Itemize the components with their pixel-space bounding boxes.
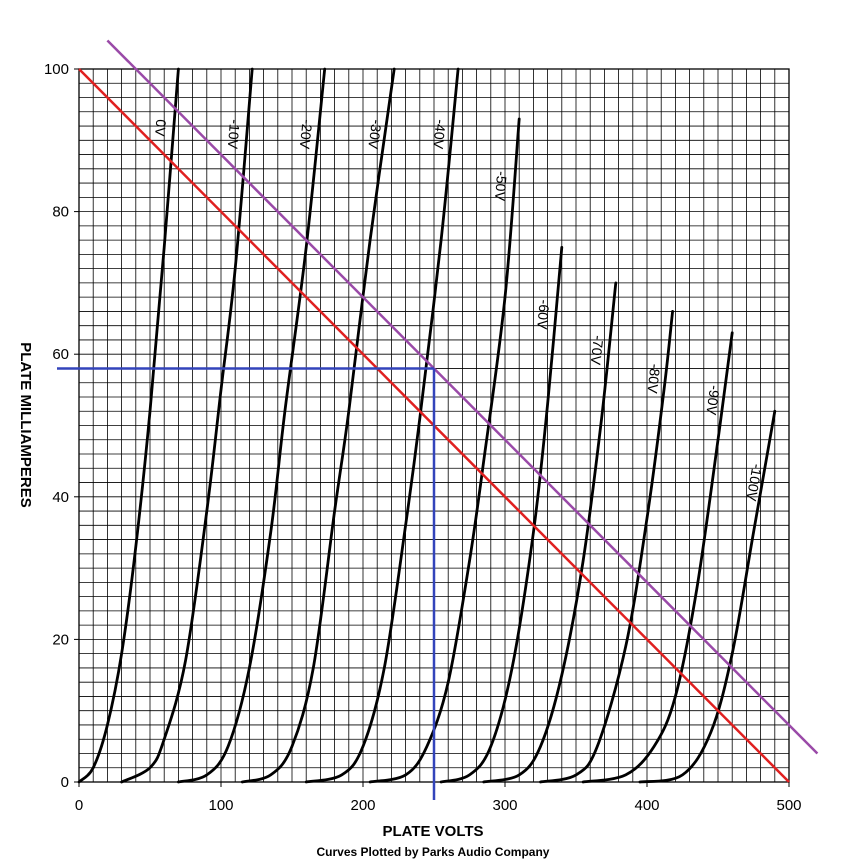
curve-minus-80v: [539, 310, 674, 784]
curve-label: -20V: [297, 119, 316, 151]
curve-label: -90V: [703, 384, 723, 416]
y-tick-label: 20: [52, 631, 69, 648]
curve-label: -40V: [430, 119, 449, 151]
x-tick-label: 0: [75, 797, 83, 814]
curve-0v: [77, 67, 180, 784]
y-tick-label: 0: [61, 774, 69, 791]
curve-minus-90v: [581, 331, 734, 784]
grid-voltage-curves: [77, 67, 777, 784]
x-tick-label: 500: [776, 797, 801, 814]
y-axis-label: PLATE MILLIAMPERES: [17, 342, 34, 508]
x-axis-label: PLATE VOLTS: [382, 823, 483, 840]
operating-point-lines: [57, 367, 436, 800]
y-tick-label: 100: [44, 61, 69, 78]
y-tick-label: 40: [52, 489, 69, 506]
curve-label: -100V: [743, 463, 765, 503]
curve-minus-60v: [439, 245, 564, 784]
curve-minus-40v: [304, 67, 460, 784]
load-line: [106, 39, 819, 755]
x-axis-ticks: 0 100 200 300 400 500: [75, 782, 802, 814]
curve-minus-20v: [177, 67, 327, 784]
y-tick-label: 80: [52, 204, 69, 221]
curve-label: -30V: [365, 119, 385, 151]
curve-label: -50V: [492, 171, 510, 202]
x-tick-label: 400: [634, 797, 659, 814]
curve-minus-70v: [482, 281, 618, 784]
curve-label: -60V: [534, 299, 553, 331]
curve-minus-30v: [240, 67, 396, 784]
curve-label: 0V: [152, 119, 169, 138]
credit-text: Curves Plotted by Parks Audio Company: [317, 845, 550, 859]
curve-minus-100v: [638, 409, 777, 784]
curve-label: -10V: [225, 119, 244, 150]
curve-label: -70V: [588, 335, 607, 367]
curve-minus-50v: [368, 117, 521, 784]
curve-label: -80V: [644, 363, 663, 395]
x-tick-label: 200: [350, 797, 375, 814]
x-tick-label: 100: [208, 797, 233, 814]
curve-labels: 0V -10V -20V -30V -40V -50V -60V -70V -80V -90V -1…: [152, 119, 766, 503]
x-tick-label: 300: [492, 797, 517, 814]
y-axis-ticks: 0 20 40 60 80 100: [44, 61, 79, 791]
y-tick-label: 60: [52, 346, 69, 363]
curve-minus-10v: [120, 67, 254, 784]
